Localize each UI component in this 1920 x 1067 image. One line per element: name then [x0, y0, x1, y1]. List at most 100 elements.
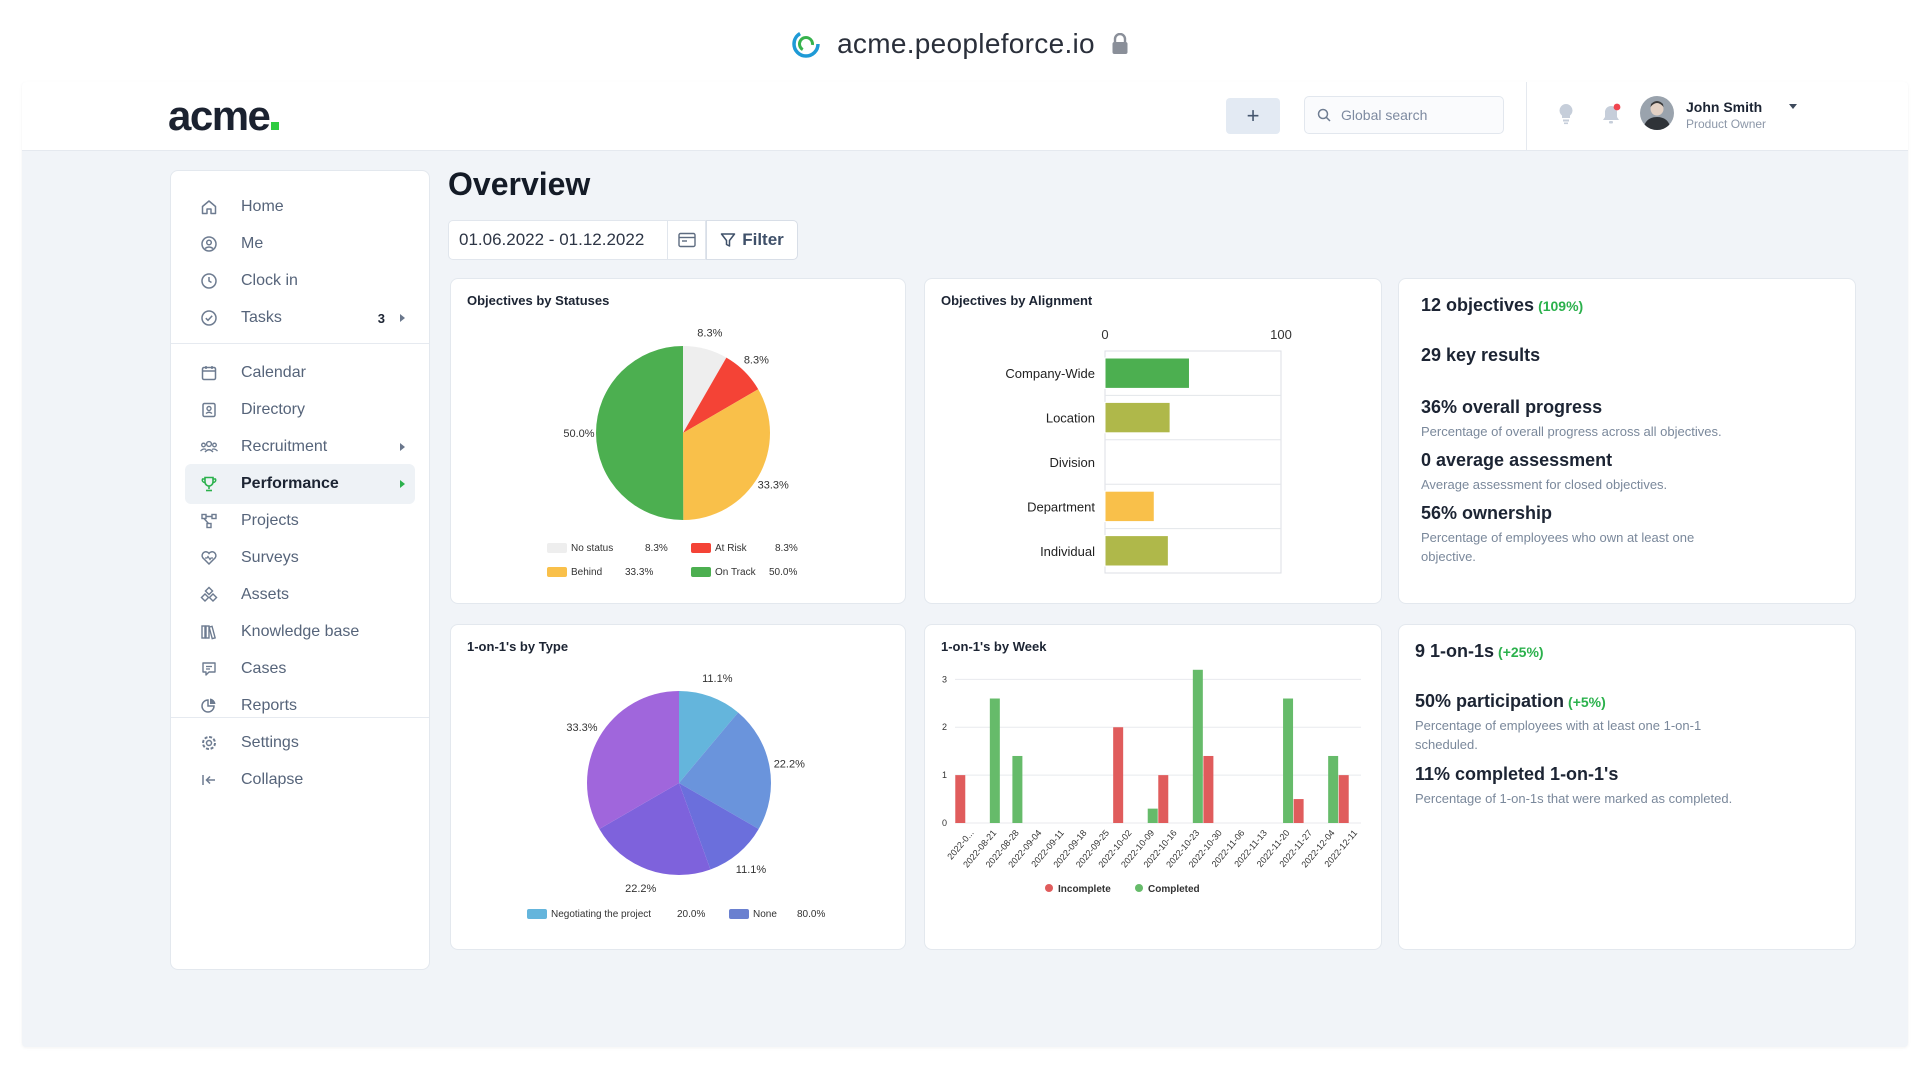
bar: [1104, 357, 1190, 389]
sidebar-item-label: Cases: [241, 660, 287, 677]
brand-logo[interactable]: acme: [168, 92, 280, 140]
projects-icon: [199, 511, 219, 531]
people-icon: [199, 437, 219, 457]
bar: [989, 698, 1000, 823]
sidebar-item-performance[interactable]: Performance: [185, 464, 415, 504]
axis-tick-label: 2: [942, 722, 947, 732]
avatar[interactable]: [1640, 96, 1674, 130]
pie-slice-label: 22.2%: [774, 759, 805, 771]
search-input[interactable]: [1339, 106, 1493, 124]
category-label: Department: [1027, 499, 1095, 514]
legend-label: Incomplete: [1058, 884, 1111, 895]
key-results-stat: 29 key results: [1421, 345, 1541, 365]
completed-oneonones-stat: 11% completed 1-on-1's Percentage of 1-o…: [1415, 764, 1733, 806]
lightbulb-icon[interactable]: [1558, 103, 1574, 125]
sidebar-item-clock-in[interactable]: Clock in: [185, 261, 415, 301]
sidebar-item-surveys[interactable]: Surveys: [185, 538, 415, 578]
global-search[interactable]: [1304, 96, 1504, 134]
bar: [1328, 755, 1339, 823]
sidebar: Home Me Clock in Tasks 3 Calendar Direct…: [170, 170, 430, 970]
objectives-alignment-bar-chart: 0 100 Company-Wide Location Division Departme…: [1005, 327, 1292, 574]
sidebar-item-label: Assets: [241, 586, 290, 603]
home-icon: [199, 197, 219, 217]
objectives-by-statuses-card: Objectives by Statuses 8.3% 8.3% 33.3% 50.0…: [450, 278, 906, 604]
cases-icon: [199, 659, 219, 679]
calendar-icon: [677, 232, 696, 248]
bar: [1203, 755, 1214, 823]
search-icon: [1317, 108, 1331, 122]
objectives-count-stat: 12 objectives (109%): [1421, 295, 1584, 315]
oneonones-by-type-card: 1-on-1's by Type 11.1% 22.2% 11.1% 22.2% 33.…: [450, 624, 906, 950]
pie-slice-label: 22.2%: [625, 883, 656, 895]
date-picker-button[interactable]: [668, 220, 706, 260]
caret-right-icon[interactable]: [400, 443, 405, 451]
book-icon: [199, 622, 219, 642]
bell-icon[interactable]: [1602, 103, 1622, 125]
axis-tick-label: 100: [1270, 327, 1292, 342]
sidebar-item-collapse[interactable]: Collapse: [185, 760, 415, 800]
sidebar-item-assets[interactable]: Assets: [185, 575, 415, 615]
pie-slice: [683, 389, 770, 520]
legend-swatch: [547, 567, 567, 577]
sidebar-item-me[interactable]: Me: [185, 224, 415, 264]
legend-label: No status: [571, 543, 613, 554]
sidebar-item-reports[interactable]: Reports: [185, 686, 415, 726]
oneonones-change: (+25%): [1498, 644, 1544, 660]
oneonones-count-stat: 9 1-on-1s (+25%): [1415, 641, 1544, 661]
participation-change: (+5%): [1568, 694, 1606, 710]
chart-title: 1-on-1's by Week: [941, 639, 1047, 654]
objectives-change: (109%): [1538, 298, 1584, 314]
pie-slice: [599, 783, 711, 875]
filter-button[interactable]: Filter: [706, 220, 798, 260]
sidebar-item-settings[interactable]: Settings: [185, 723, 415, 763]
app-window: acme + John Smith Product Owner Home Me …: [22, 82, 1908, 1047]
user-circle-icon: [199, 234, 219, 254]
sidebar-item-directory[interactable]: Directory: [185, 390, 415, 430]
clock-icon: [199, 271, 219, 291]
legend-swatch: [691, 543, 711, 553]
user-name[interactable]: John Smith: [1686, 99, 1763, 115]
caret-right-icon[interactable]: [400, 314, 405, 322]
plot-frame: [1104, 350, 1282, 574]
oneonones-by-week-card: 1-on-1's by Week 0 1 2 3 2022-0... 2022-08-21…: [924, 624, 1382, 950]
sidebar-item-label: Home: [241, 198, 284, 215]
bar: [1012, 755, 1023, 823]
legend-swatch: [691, 567, 711, 577]
page-title: Overview: [448, 166, 591, 202]
sidebar-divider: [171, 343, 429, 344]
oneonones-week-bar-chart: 01232022-0...2022-08-212022-08-282022-09…: [942, 669, 1361, 895]
sidebar-item-home[interactable]: Home: [185, 187, 415, 227]
url-text[interactable]: acme.peopleforce.io: [837, 28, 1095, 59]
sidebar-item-label: Tasks: [241, 309, 282, 326]
pie-slice: [679, 783, 759, 870]
bar: [1104, 401, 1171, 434]
sidebar-item-label: Reports: [241, 697, 298, 714]
chart-title: Objectives by Statuses: [467, 293, 610, 308]
pie-slice: [587, 691, 679, 829]
legend-swatch: [547, 543, 567, 553]
caret-right-icon[interactable]: [400, 480, 405, 488]
sidebar-item-label: Surveys: [241, 549, 299, 566]
sidebar-item-label: Knowledge base: [241, 623, 360, 640]
sidebar-item-recruitment[interactable]: Recruitment: [185, 427, 415, 467]
add-button[interactable]: +: [1226, 98, 1280, 134]
sidebar-item-cases[interactable]: Cases: [185, 649, 415, 689]
legend-value: 8.3%: [775, 543, 798, 554]
chevron-down-icon[interactable]: [1788, 104, 1798, 110]
axis-tick-label: 0: [942, 818, 947, 828]
sidebar-item-knowledge-base[interactable]: Knowledge base: [185, 612, 415, 652]
reports-icon: [199, 696, 219, 716]
sidebar-item-tasks[interactable]: Tasks 3: [185, 298, 415, 338]
axis-tick-label: 0: [1101, 327, 1108, 342]
legend-value: 8.3%: [645, 543, 668, 554]
sidebar-item-calendar[interactable]: Calendar: [185, 353, 415, 393]
date-range-input[interactable]: 01.06.2022 - 01.12.2022: [448, 220, 668, 260]
bar: [1192, 669, 1203, 823]
peopleforce-logo-icon: [792, 30, 820, 58]
bar: [1283, 698, 1294, 823]
pie-slice: [596, 346, 684, 520]
sidebar-item-projects[interactable]: Projects: [185, 501, 415, 541]
average-assessment-stat: 0 average assessment Average assessment …: [1421, 450, 1668, 492]
header-divider: [1526, 82, 1527, 150]
objectives-status-pie-chart: 8.3% 8.3% 33.3% 50.0% No status 8.3% At Risk 8.…: [547, 328, 798, 578]
